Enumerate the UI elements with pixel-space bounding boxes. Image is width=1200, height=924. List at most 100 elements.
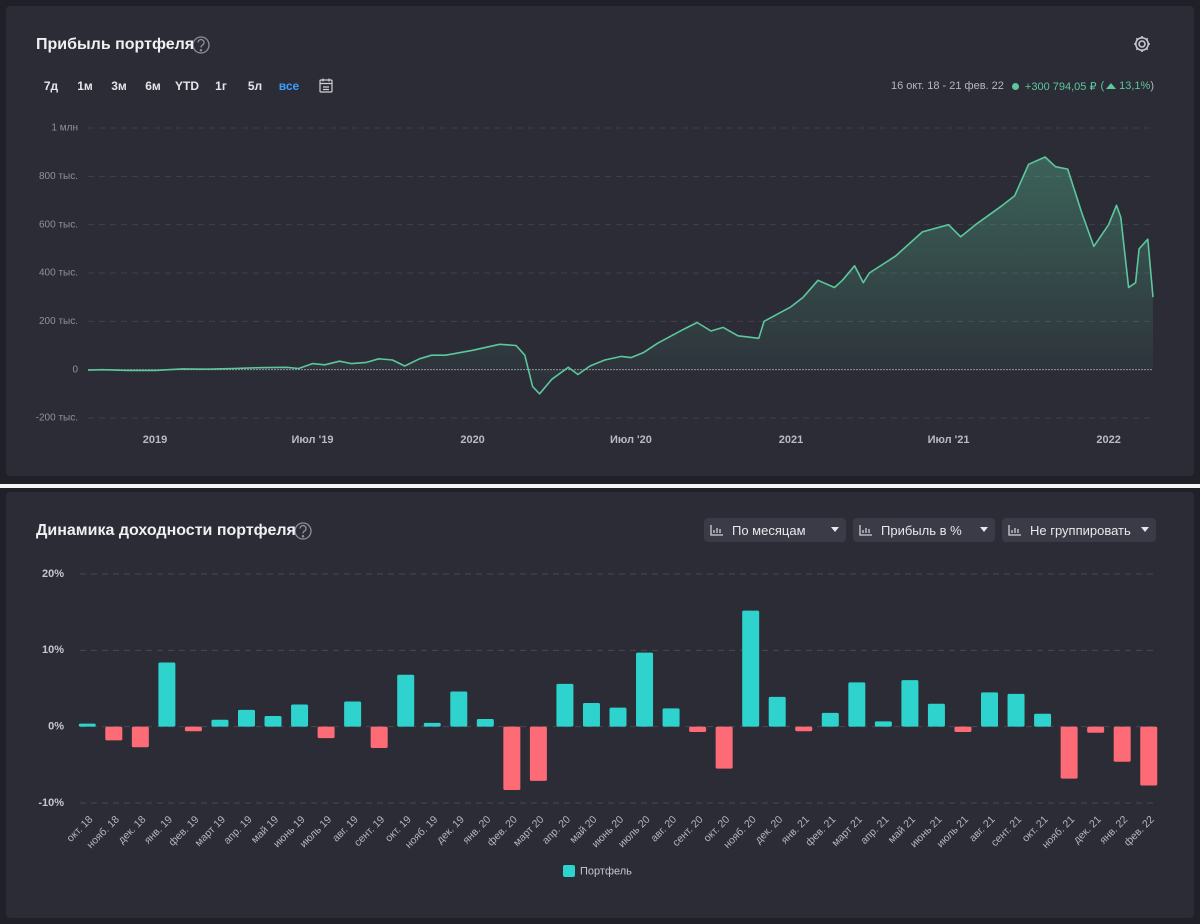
bar (609, 707, 627, 727)
bar (689, 726, 707, 733)
help-icon[interactable] (294, 522, 312, 540)
legend-dot (1011, 82, 1019, 90)
bar (821, 712, 839, 727)
legend-swatch (563, 865, 575, 877)
dropdown-icon (859, 525, 872, 536)
bar (556, 683, 574, 727)
bar (742, 610, 760, 727)
y-tick-label: 1 млн (51, 123, 78, 134)
up-icon (1106, 83, 1117, 89)
period-button[interactable]: 1м (77, 79, 93, 93)
bar (954, 726, 972, 733)
bar (1087, 726, 1105, 733)
y-tick-label: -10% (38, 797, 64, 809)
calendar-icon[interactable] (319, 78, 333, 93)
help-icon[interactable] (192, 36, 210, 54)
bar (184, 726, 202, 732)
caret (831, 527, 839, 532)
period-button[interactable]: 6м (145, 79, 161, 93)
x-tick-label: Июл '19 (292, 434, 334, 446)
dropdown-icon (1008, 525, 1021, 536)
x-tick-label: 2019 (143, 434, 167, 446)
bar (874, 721, 892, 727)
profit-change-value: 13,1% (1119, 80, 1151, 92)
y-tick-label: 10% (42, 644, 64, 656)
x-tick-label: Июл '20 (610, 434, 652, 446)
bar (1113, 726, 1131, 762)
bar (78, 723, 96, 727)
bar (636, 652, 654, 727)
bar (901, 680, 919, 727)
legend-label: Портфель (580, 865, 632, 877)
bar (423, 722, 441, 727)
dropdown-label: Не группировать (1030, 522, 1131, 538)
period-button[interactable]: все (278, 79, 300, 93)
y-tick-label: 0 (72, 364, 78, 375)
x-tick-label: Июл '21 (928, 434, 970, 446)
bar (582, 703, 600, 727)
y-tick-label: 0% (48, 721, 64, 733)
bar (529, 726, 547, 781)
bar (715, 726, 733, 769)
bar (131, 726, 149, 748)
summary: 16 окт. 18 - 21 фев. 22 +300 794,05 ₽ 13… (891, 78, 1154, 94)
chart-title: Прибыль портфеля (36, 36, 195, 53)
period-button[interactable]: 5л (247, 79, 263, 93)
bar (158, 662, 176, 727)
dropdown-label: Прибыль в % (881, 522, 962, 538)
bar (662, 708, 680, 727)
y-tick-label: -200 тыс. (36, 413, 78, 424)
caret (980, 527, 988, 532)
y-tick-label: 200 тыс. (39, 316, 78, 327)
profit-change: 13,1% (1100, 80, 1154, 92)
date-range: 16 окт. 18 - 21 фев. 22 (890, 80, 1004, 92)
area-fill (88, 157, 1153, 394)
dropdown[interactable]: Прибыль в % (853, 518, 995, 542)
bar (1034, 713, 1052, 727)
bar (105, 726, 123, 741)
period-button[interactable]: 3м (111, 79, 127, 93)
x-tick-label: 2020 (460, 434, 484, 446)
bar (503, 726, 521, 791)
bar (1060, 726, 1078, 779)
y-tick-label: 400 тыс. (39, 268, 78, 279)
bar (768, 696, 786, 727)
y-tick-label: 800 тыс. (39, 171, 78, 182)
y-tick-label: 20% (42, 568, 64, 580)
period-button[interactable]: 1г (215, 79, 227, 93)
bar (476, 719, 494, 727)
separator (0, 484, 1200, 488)
bar (795, 726, 813, 732)
period-button[interactable]: YTD (175, 79, 199, 93)
bar (291, 704, 309, 727)
bar (981, 692, 999, 727)
bar (317, 726, 335, 739)
bar (370, 726, 388, 749)
x-tick-label: 2022 (1096, 434, 1120, 446)
bar (237, 709, 255, 727)
period-button[interactable]: 7д (43, 79, 59, 93)
dropdown[interactable]: Не группировать (1002, 518, 1156, 542)
dropdown[interactable]: По месяцам (704, 518, 846, 542)
profit: +300 794,05 ₽ (1024, 80, 1097, 93)
chart-title: Динамика доходности портфеля (36, 522, 296, 539)
line (87, 156, 1154, 395)
bar (927, 703, 945, 727)
bar (848, 682, 866, 727)
y-tick-label: 600 тыс. (39, 219, 78, 230)
panel (6, 492, 1194, 918)
dropdown-label: По месяцам (732, 522, 806, 538)
settings-icon[interactable] (1134, 36, 1150, 52)
bar (211, 719, 229, 727)
bar (1140, 726, 1158, 786)
bar (397, 674, 415, 727)
bar (344, 701, 362, 727)
dropdown-icon (710, 525, 723, 536)
caret (1141, 527, 1149, 532)
period-selector: 7д 1м 3м 6м YTD 1г 5л все (34, 77, 306, 95)
bar (450, 691, 468, 727)
bar (1007, 693, 1025, 727)
bar (264, 715, 282, 727)
